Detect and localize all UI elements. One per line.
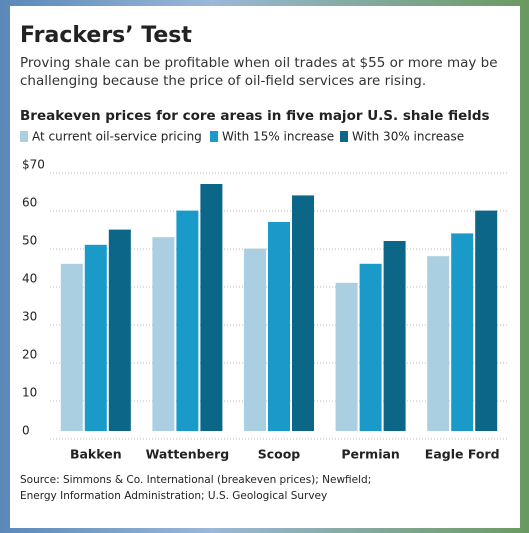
bar — [84, 244, 107, 431]
x-tick-label: Bakken — [70, 447, 122, 462]
y-tick-label: 60 — [22, 196, 37, 210]
bar — [244, 248, 266, 431]
legend-label: At current oil-service pricing — [32, 130, 202, 144]
bar — [451, 233, 474, 431]
bar — [268, 222, 290, 431]
bar — [176, 210, 199, 431]
y-tick-label: $70 — [22, 158, 45, 172]
source: Energy Information Administration; U.S. … — [20, 490, 327, 502]
bar — [108, 229, 131, 431]
chart-subtitle: Breakeven prices for core areas in five … — [20, 108, 490, 124]
legend-label: With 30% increase — [352, 130, 464, 144]
bar — [359, 263, 382, 431]
legend-swatch — [340, 131, 348, 142]
bar — [383, 241, 406, 431]
x-tick-label: Scoop — [258, 447, 301, 462]
bar — [292, 195, 314, 431]
x-tick-label: Wattenberg — [146, 447, 230, 462]
bar — [427, 256, 450, 431]
bar — [200, 184, 223, 431]
x-tick-label: Permian — [341, 447, 399, 462]
legend-swatch — [210, 131, 218, 142]
subtitle: Proving shale can be profitable when oil… — [20, 55, 498, 89]
bar — [152, 237, 175, 431]
subtitle-box: Proving shale can be profitable when oil… — [20, 55, 498, 89]
y-tick-label: 50 — [22, 234, 37, 248]
legend-label: With 15% increase — [222, 130, 334, 144]
y-tick-label: 30 — [22, 310, 37, 324]
bar — [475, 210, 498, 431]
y-tick-label: 20 — [22, 348, 37, 362]
y-tick-label: 0 — [22, 424, 30, 438]
legend-swatch — [20, 131, 28, 142]
y-tick-label: 40 — [22, 272, 37, 286]
chart-title: Frackers’ Test — [20, 23, 192, 48]
y-tick-label: 10 — [22, 386, 37, 400]
source: Source: Simmons & Co. International (bre… — [20, 474, 371, 486]
bar — [335, 282, 358, 431]
bar — [60, 263, 83, 431]
x-tick-label: Eagle Ford — [425, 447, 500, 462]
